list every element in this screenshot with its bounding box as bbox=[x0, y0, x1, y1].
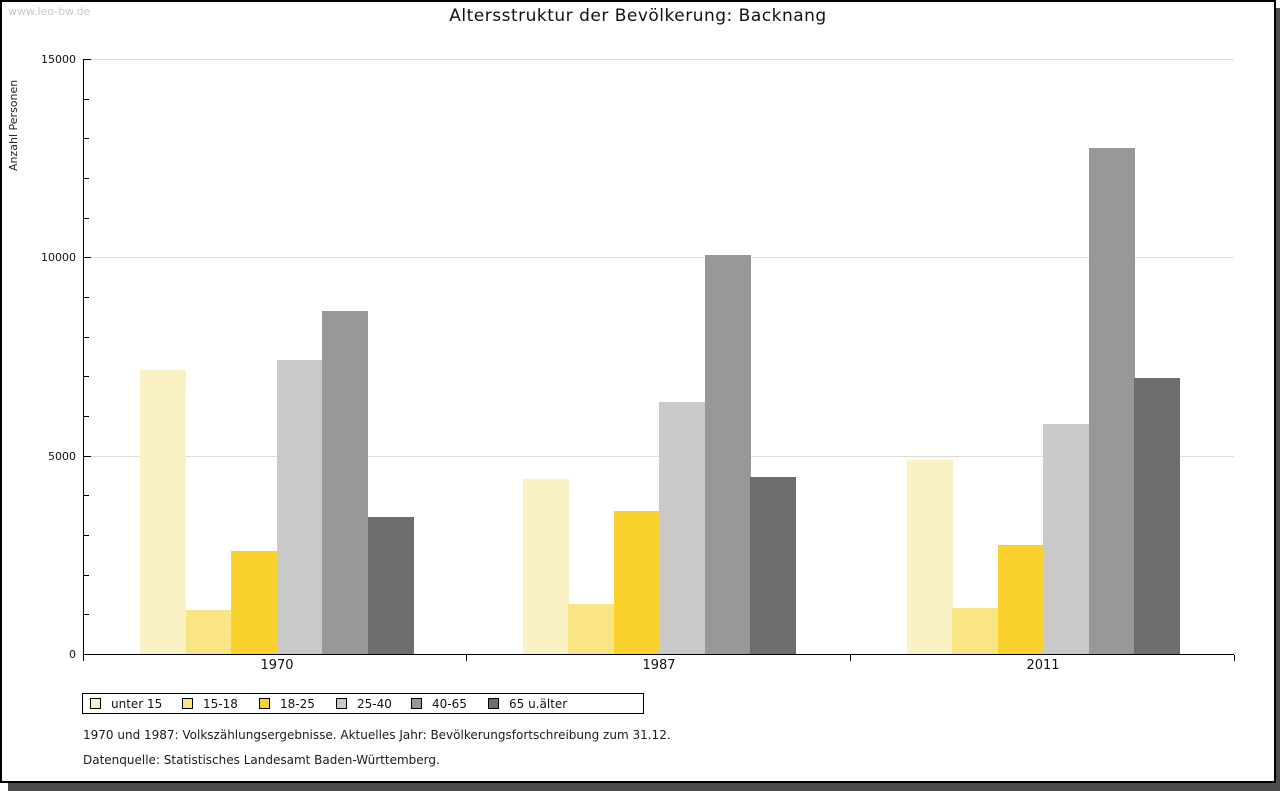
bar-2011-15-18 bbox=[952, 608, 998, 654]
y-tick-label: 10000 bbox=[41, 251, 76, 264]
legend-swatch-unter-15 bbox=[90, 698, 101, 709]
bar-1970-unter 15 bbox=[140, 370, 186, 654]
bar-2011-40-65 bbox=[1089, 148, 1135, 654]
legend-label: 40-65 bbox=[432, 696, 467, 711]
y-minor-tick bbox=[84, 337, 89, 338]
gridline-10000 bbox=[84, 257, 1234, 258]
bar-2011-25-40 bbox=[1043, 424, 1089, 654]
legend-swatch-15-18 bbox=[182, 698, 193, 709]
x-category-label: 1987 bbox=[642, 658, 676, 673]
legend-swatch-18-25 bbox=[259, 698, 270, 709]
legend-label: 25-40 bbox=[357, 696, 392, 711]
legend-item: 65 u.älter bbox=[488, 697, 567, 711]
y-tick-label: 15000 bbox=[41, 53, 76, 66]
bar-2011-unter 15 bbox=[907, 460, 953, 654]
legend-item: unter 15 bbox=[90, 697, 182, 711]
legend-item: 40-65 bbox=[411, 697, 488, 711]
y-minor-tick bbox=[84, 416, 89, 417]
y-minor-tick bbox=[84, 376, 89, 377]
bar-1970-40-65 bbox=[322, 311, 368, 654]
x-axis-tick bbox=[83, 655, 84, 661]
bar-1987-40-65 bbox=[705, 255, 751, 654]
bar-1970-25-40 bbox=[277, 360, 323, 654]
y-major-tick bbox=[84, 456, 91, 457]
watermark: www.leo-bw.de bbox=[8, 5, 91, 18]
legend-swatch-25-40 bbox=[336, 698, 347, 709]
bar-1970-18-25 bbox=[231, 551, 277, 654]
legend-swatch-40-65 bbox=[411, 698, 422, 709]
y-tick-label: 0 bbox=[69, 648, 76, 661]
legend-label: 15-18 bbox=[203, 696, 238, 711]
bar-1987-65 u.älter bbox=[750, 477, 796, 654]
window-shadow-bottom bbox=[8, 783, 1280, 791]
legend-label: 18-25 bbox=[280, 696, 315, 711]
x-axis-tick bbox=[1234, 655, 1235, 661]
y-minor-tick bbox=[84, 218, 89, 219]
legend-label: unter 15 bbox=[111, 696, 163, 711]
bar-2011-65 u.älter bbox=[1134, 378, 1180, 654]
bar-1970-15-18 bbox=[186, 610, 232, 654]
page-title: Altersstruktur der Bevölkerung: Backnang bbox=[449, 6, 827, 26]
y-minor-tick bbox=[84, 297, 89, 298]
y-tick-label: 5000 bbox=[48, 450, 76, 463]
y-minor-tick bbox=[84, 614, 89, 615]
bar-1987-18-25 bbox=[614, 511, 660, 654]
legend-item: 15-18 bbox=[182, 697, 259, 711]
window-shadow-right bbox=[1276, 8, 1280, 783]
legend-label: 65 u.älter bbox=[509, 696, 568, 711]
gridline-15000 bbox=[84, 59, 1234, 60]
bar-1987-unter 15 bbox=[523, 479, 569, 654]
y-minor-tick bbox=[84, 495, 89, 496]
bar-1987-25-40 bbox=[659, 402, 705, 654]
x-category-label: 1970 bbox=[260, 658, 294, 673]
footnote-line-1: 1970 und 1987: Volkszählungsergebnisse. … bbox=[83, 728, 671, 742]
legend-item: 25-40 bbox=[336, 697, 411, 711]
y-minor-tick bbox=[84, 575, 89, 576]
x-axis-tick bbox=[850, 655, 851, 661]
x-axis-line bbox=[83, 654, 1234, 655]
y-minor-tick bbox=[84, 99, 89, 100]
legend: unter 15 15-18 18-25 25-40 40-65 65 u.älter bbox=[82, 693, 644, 714]
y-minor-tick bbox=[84, 138, 89, 139]
bar-2011-18-25 bbox=[998, 545, 1044, 654]
x-axis-tick bbox=[466, 655, 467, 661]
y-axis-line bbox=[83, 59, 84, 654]
footnote-line-2: Datenquelle: Statistisches Landesamt Bad… bbox=[83, 753, 440, 767]
y-major-tick bbox=[84, 257, 91, 258]
y-minor-tick bbox=[84, 535, 89, 536]
bar-1970-65 u.älter bbox=[368, 517, 414, 654]
y-minor-tick bbox=[84, 178, 89, 179]
bar-1987-15-18 bbox=[568, 604, 614, 654]
legend-swatch-65-u.älter bbox=[488, 698, 499, 709]
legend-item: 18-25 bbox=[259, 697, 336, 711]
x-category-label: 2011 bbox=[1026, 658, 1060, 673]
y-major-tick bbox=[84, 59, 91, 60]
y-axis-label: Anzahl Personen bbox=[7, 79, 20, 171]
